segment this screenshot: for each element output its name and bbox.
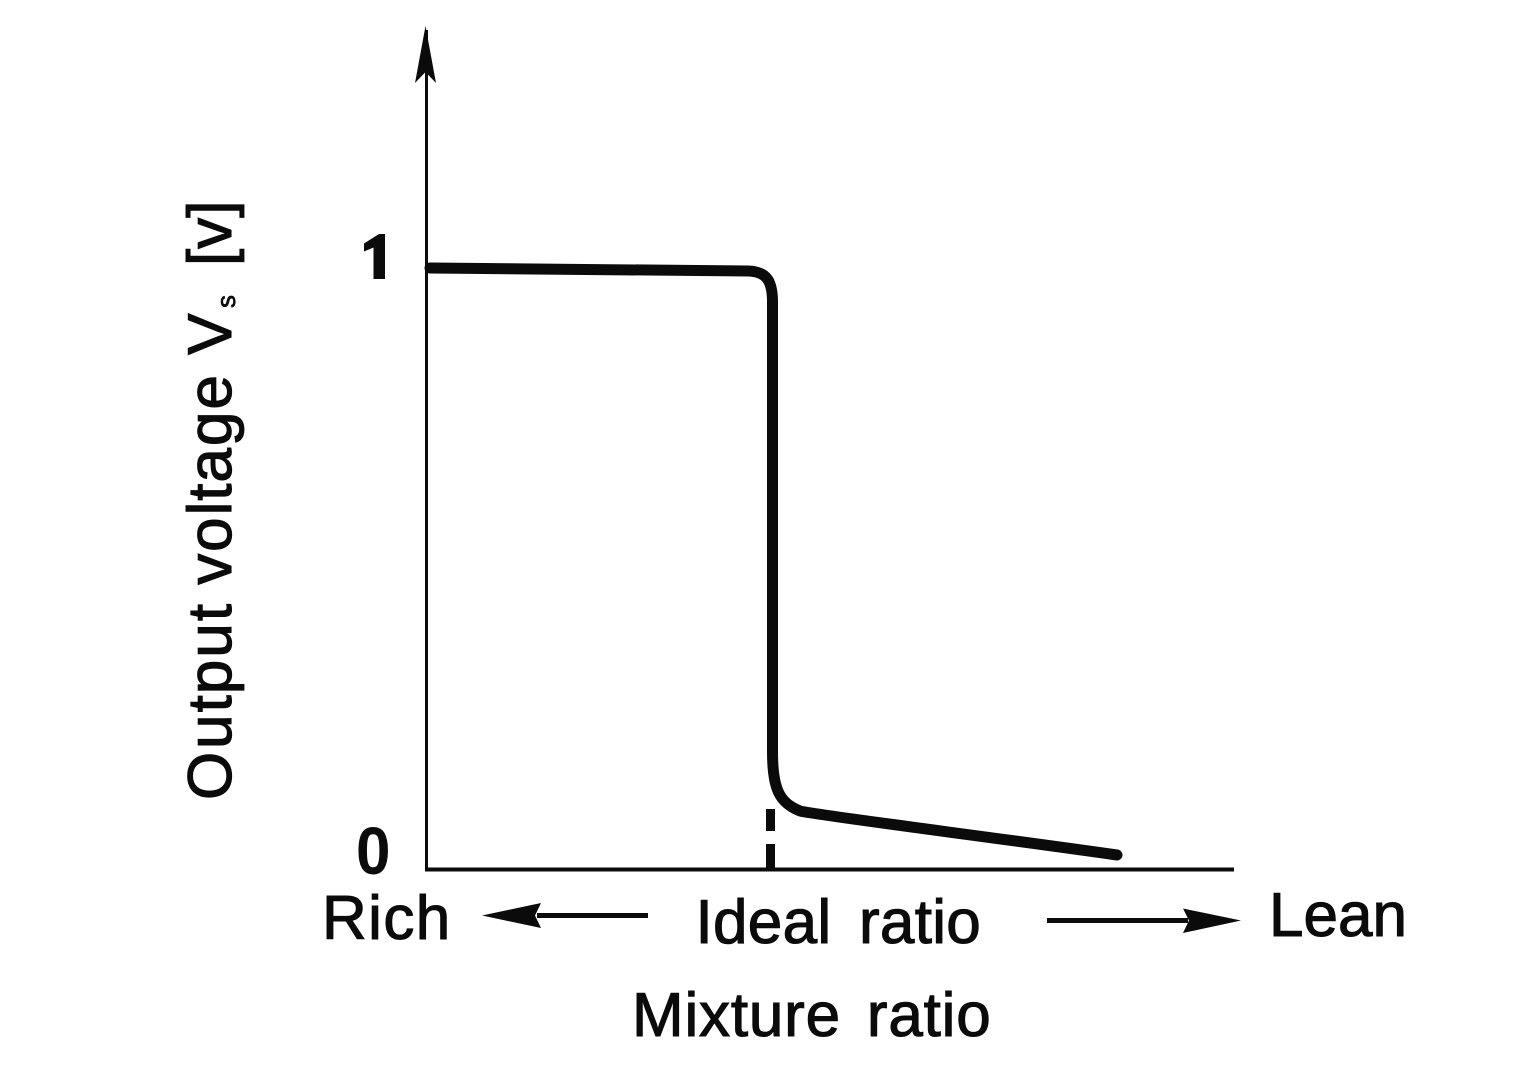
svg-text:Ideal ratio: Ideal ratio bbox=[696, 888, 982, 957]
svg-text:0: 0 bbox=[356, 814, 390, 889]
svg-text:Mixture ratio: Mixture ratio bbox=[632, 981, 992, 1050]
svg-text:Lean: Lean bbox=[1269, 881, 1407, 950]
svg-text:Rich: Rich bbox=[322, 884, 452, 953]
